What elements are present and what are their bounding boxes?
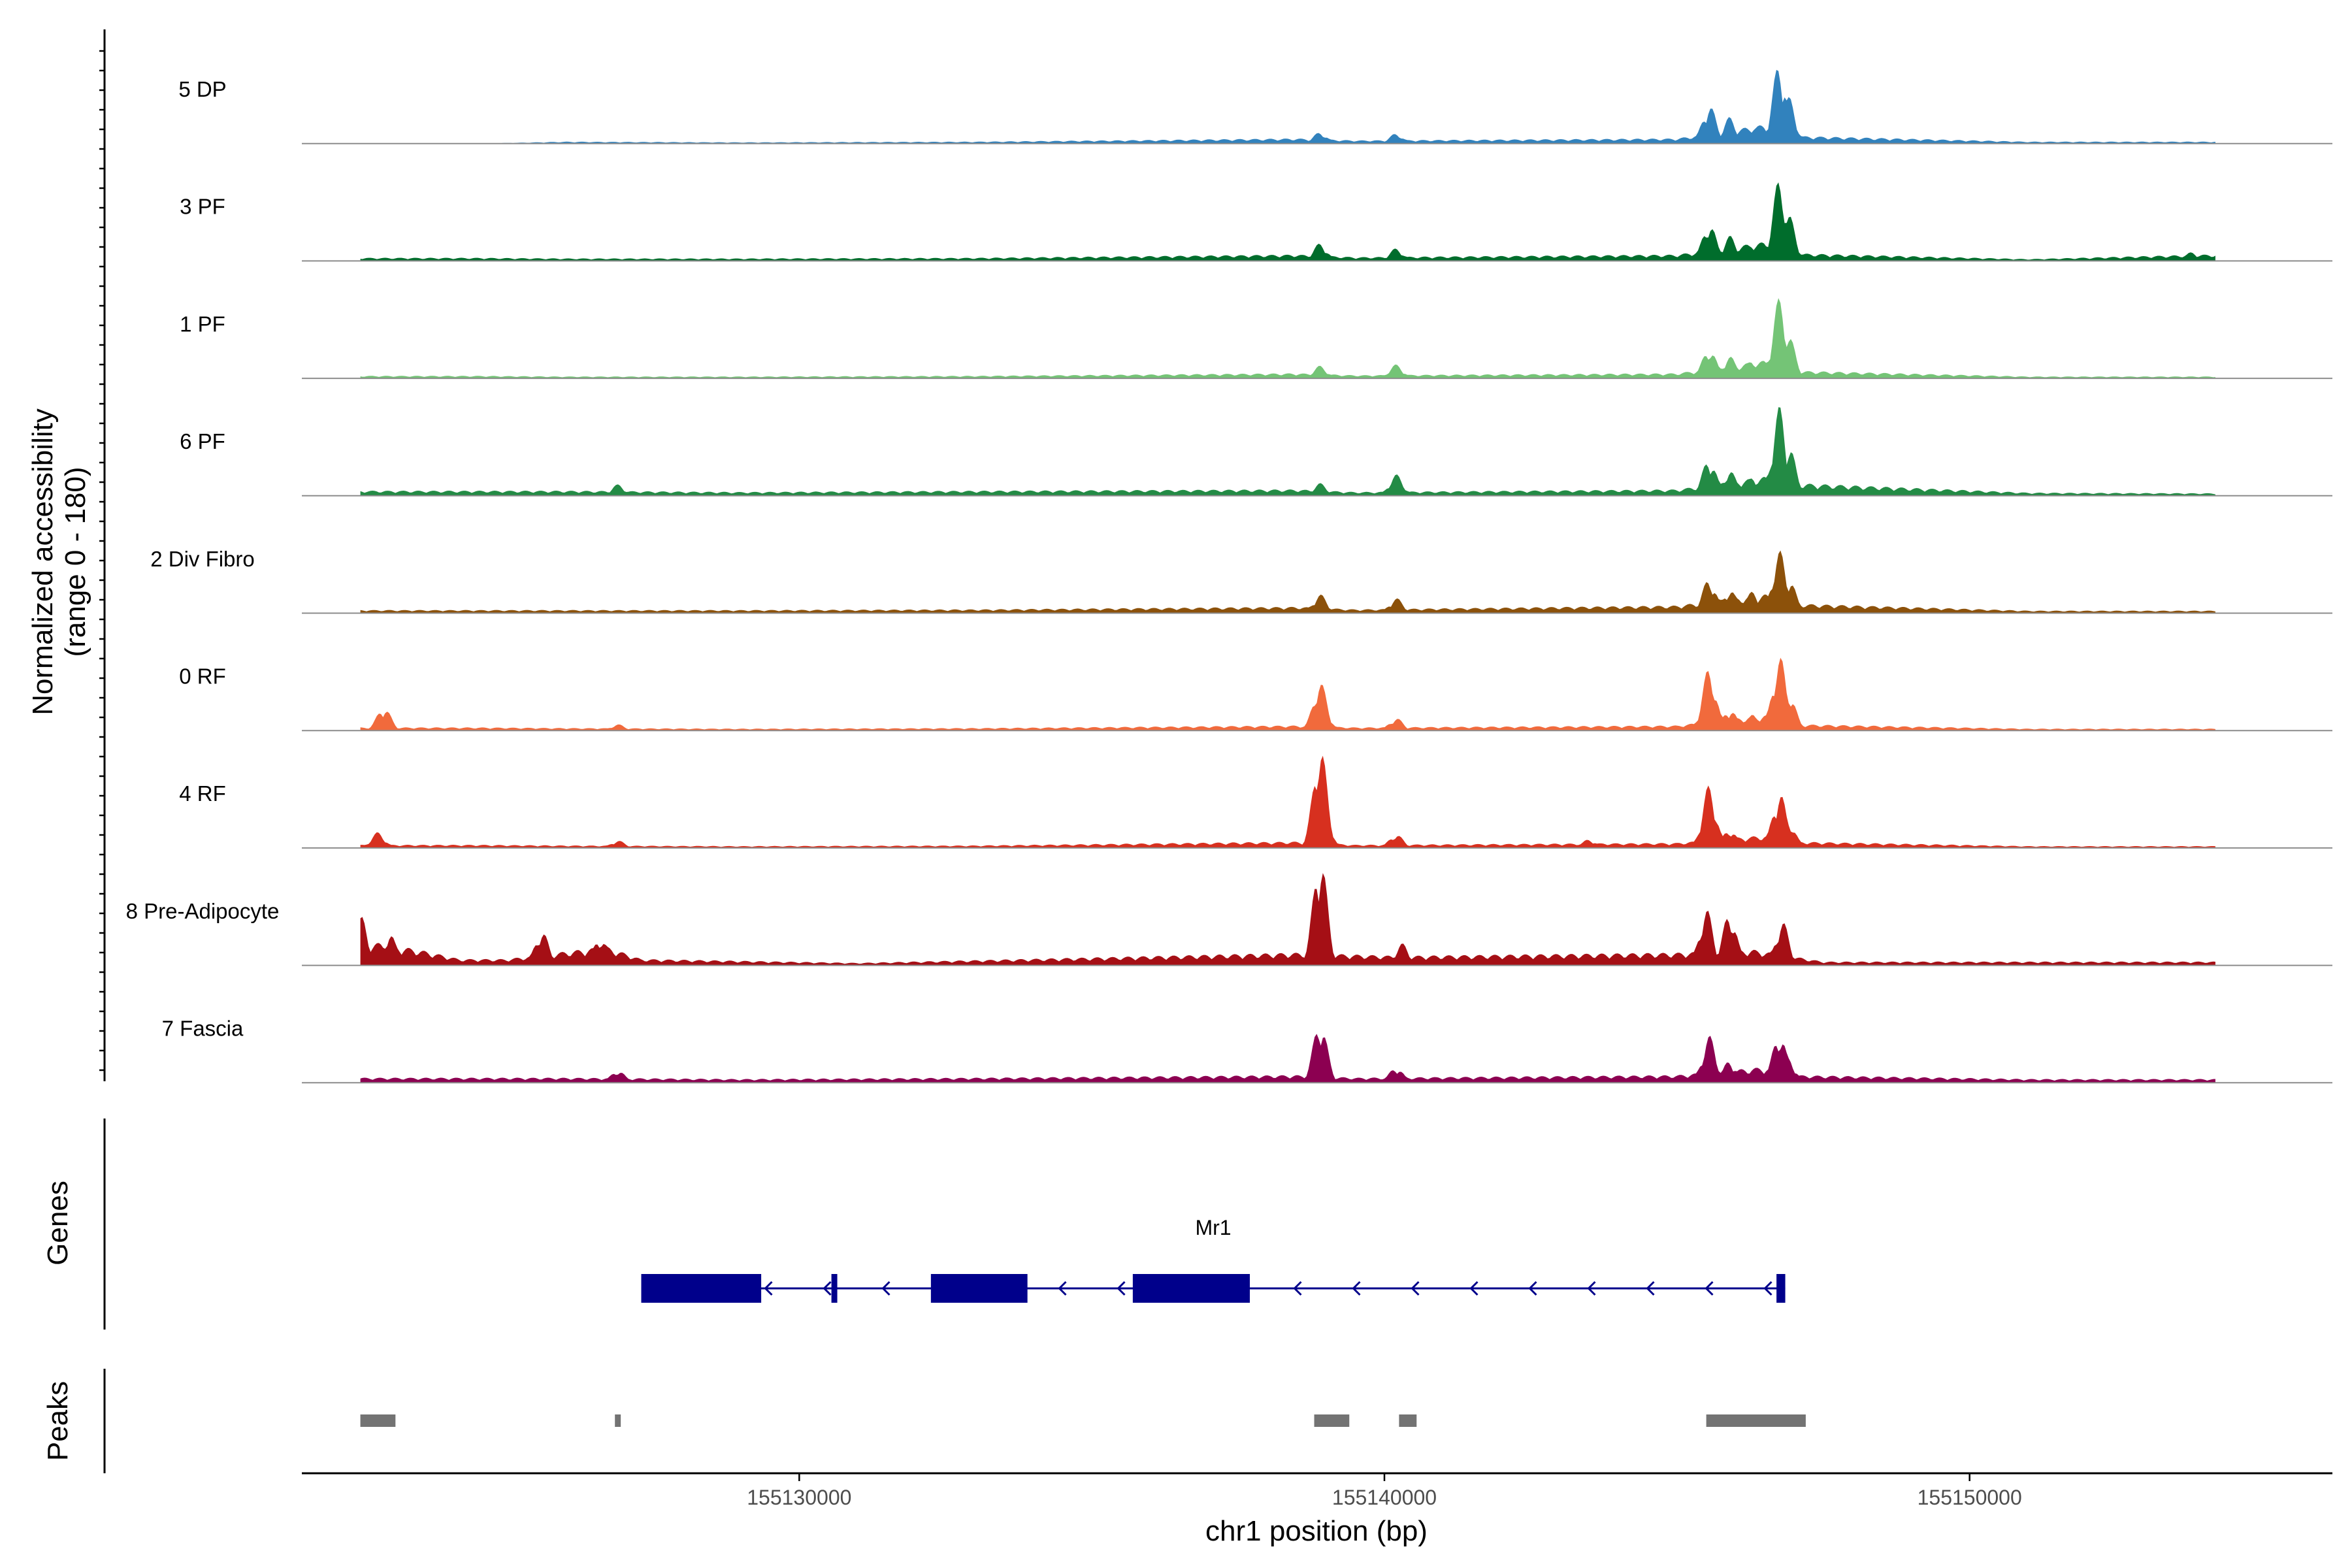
track-7-fascia: 7 Fascia bbox=[162, 1017, 2332, 1084]
genes-axis-label: Genes bbox=[42, 1181, 74, 1266]
peak-region bbox=[615, 1414, 621, 1427]
track-6-pf: 6 PF bbox=[180, 407, 2332, 497]
gene-exon bbox=[641, 1274, 762, 1303]
strand-arrow bbox=[1528, 1281, 1537, 1296]
strand-arrow bbox=[1763, 1281, 1772, 1296]
x-axis-title: chr1 position (bp) bbox=[1205, 1515, 1428, 1547]
peak-region bbox=[1706, 1414, 1806, 1427]
coverage-area bbox=[360, 873, 2215, 966]
track-3-pf: 3 PF bbox=[180, 182, 2332, 262]
track-label: 2 Div Fibro bbox=[150, 547, 255, 571]
x-tick-label: 155140000 bbox=[1332, 1486, 1437, 1509]
track-0-rf: 0 RF bbox=[179, 657, 2332, 732]
gene-exon bbox=[930, 1274, 1028, 1303]
track-4-rf: 4 RF bbox=[179, 755, 2332, 849]
track-label: 1 PF bbox=[180, 312, 225, 336]
track-label: 7 Fascia bbox=[162, 1017, 244, 1041]
peak-regions bbox=[360, 1414, 1806, 1427]
strand-arrow bbox=[1646, 1281, 1655, 1296]
track-label: 5 DP bbox=[178, 77, 226, 101]
strand-arrow bbox=[1058, 1281, 1067, 1296]
coverage-area bbox=[360, 298, 2215, 379]
x-axis: 155130000 155140000 155150000 bbox=[302, 1472, 2332, 1509]
strand-arrow bbox=[1352, 1281, 1361, 1296]
strand-arrow bbox=[1411, 1281, 1420, 1296]
coverage-area bbox=[360, 182, 2215, 261]
strand-arrow bbox=[823, 1281, 832, 1296]
strand-arrow bbox=[764, 1281, 773, 1296]
track-label: 3 PF bbox=[180, 195, 225, 219]
gene-exon bbox=[831, 1274, 838, 1303]
coverage-tracks: 5 DP 3 PF 1 PF 6 PF 2 Div Fibro 0 RF 4 RF 8 Pre… bbox=[126, 70, 2332, 1084]
strand-arrow bbox=[1587, 1281, 1596, 1296]
coverage-area bbox=[360, 755, 2215, 848]
gene-model bbox=[641, 1274, 1786, 1303]
y-axis bbox=[99, 29, 106, 1081]
gene-exon bbox=[1132, 1274, 1250, 1303]
strand-arrow bbox=[1117, 1281, 1126, 1296]
track-label: 8 Pre-Adipocyte bbox=[126, 899, 280, 923]
peak-region bbox=[360, 1414, 396, 1427]
y-axis-range: (range 0 - 180) bbox=[59, 466, 91, 657]
x-tick-label: 155150000 bbox=[1918, 1486, 2022, 1509]
x-tick-label: 155130000 bbox=[747, 1486, 851, 1509]
gene-exon bbox=[1776, 1274, 1786, 1303]
gene-label: Mr1 bbox=[1195, 1216, 1231, 1239]
strand-arrow bbox=[1705, 1281, 1714, 1296]
track-1-pf: 1 PF bbox=[180, 298, 2332, 380]
peak-region bbox=[1399, 1414, 1417, 1427]
strand-arrow bbox=[881, 1281, 890, 1296]
track-label: 0 RF bbox=[179, 664, 226, 689]
coverage-area bbox=[360, 550, 2215, 613]
track-5-dp: 5 DP bbox=[178, 70, 2332, 144]
strand-arrow bbox=[1293, 1281, 1302, 1296]
coverage-area bbox=[360, 657, 2215, 731]
track-8-pre-adipocyte: 8 Pre-Adipocyte bbox=[126, 873, 2332, 966]
coverage-area bbox=[360, 70, 2215, 144]
y-axis-title: Normalized accessibility bbox=[27, 408, 59, 715]
peak-region bbox=[1314, 1414, 1350, 1427]
peaks-axis-label: Peaks bbox=[42, 1381, 74, 1461]
track-2-div-fibro: 2 Div Fibro bbox=[150, 547, 2332, 614]
track-label: 4 RF bbox=[179, 781, 226, 806]
coverage-area bbox=[360, 1034, 2215, 1083]
track-label: 6 PF bbox=[180, 429, 225, 453]
strand-arrow bbox=[1469, 1281, 1478, 1296]
coverage-area bbox=[360, 407, 2215, 496]
